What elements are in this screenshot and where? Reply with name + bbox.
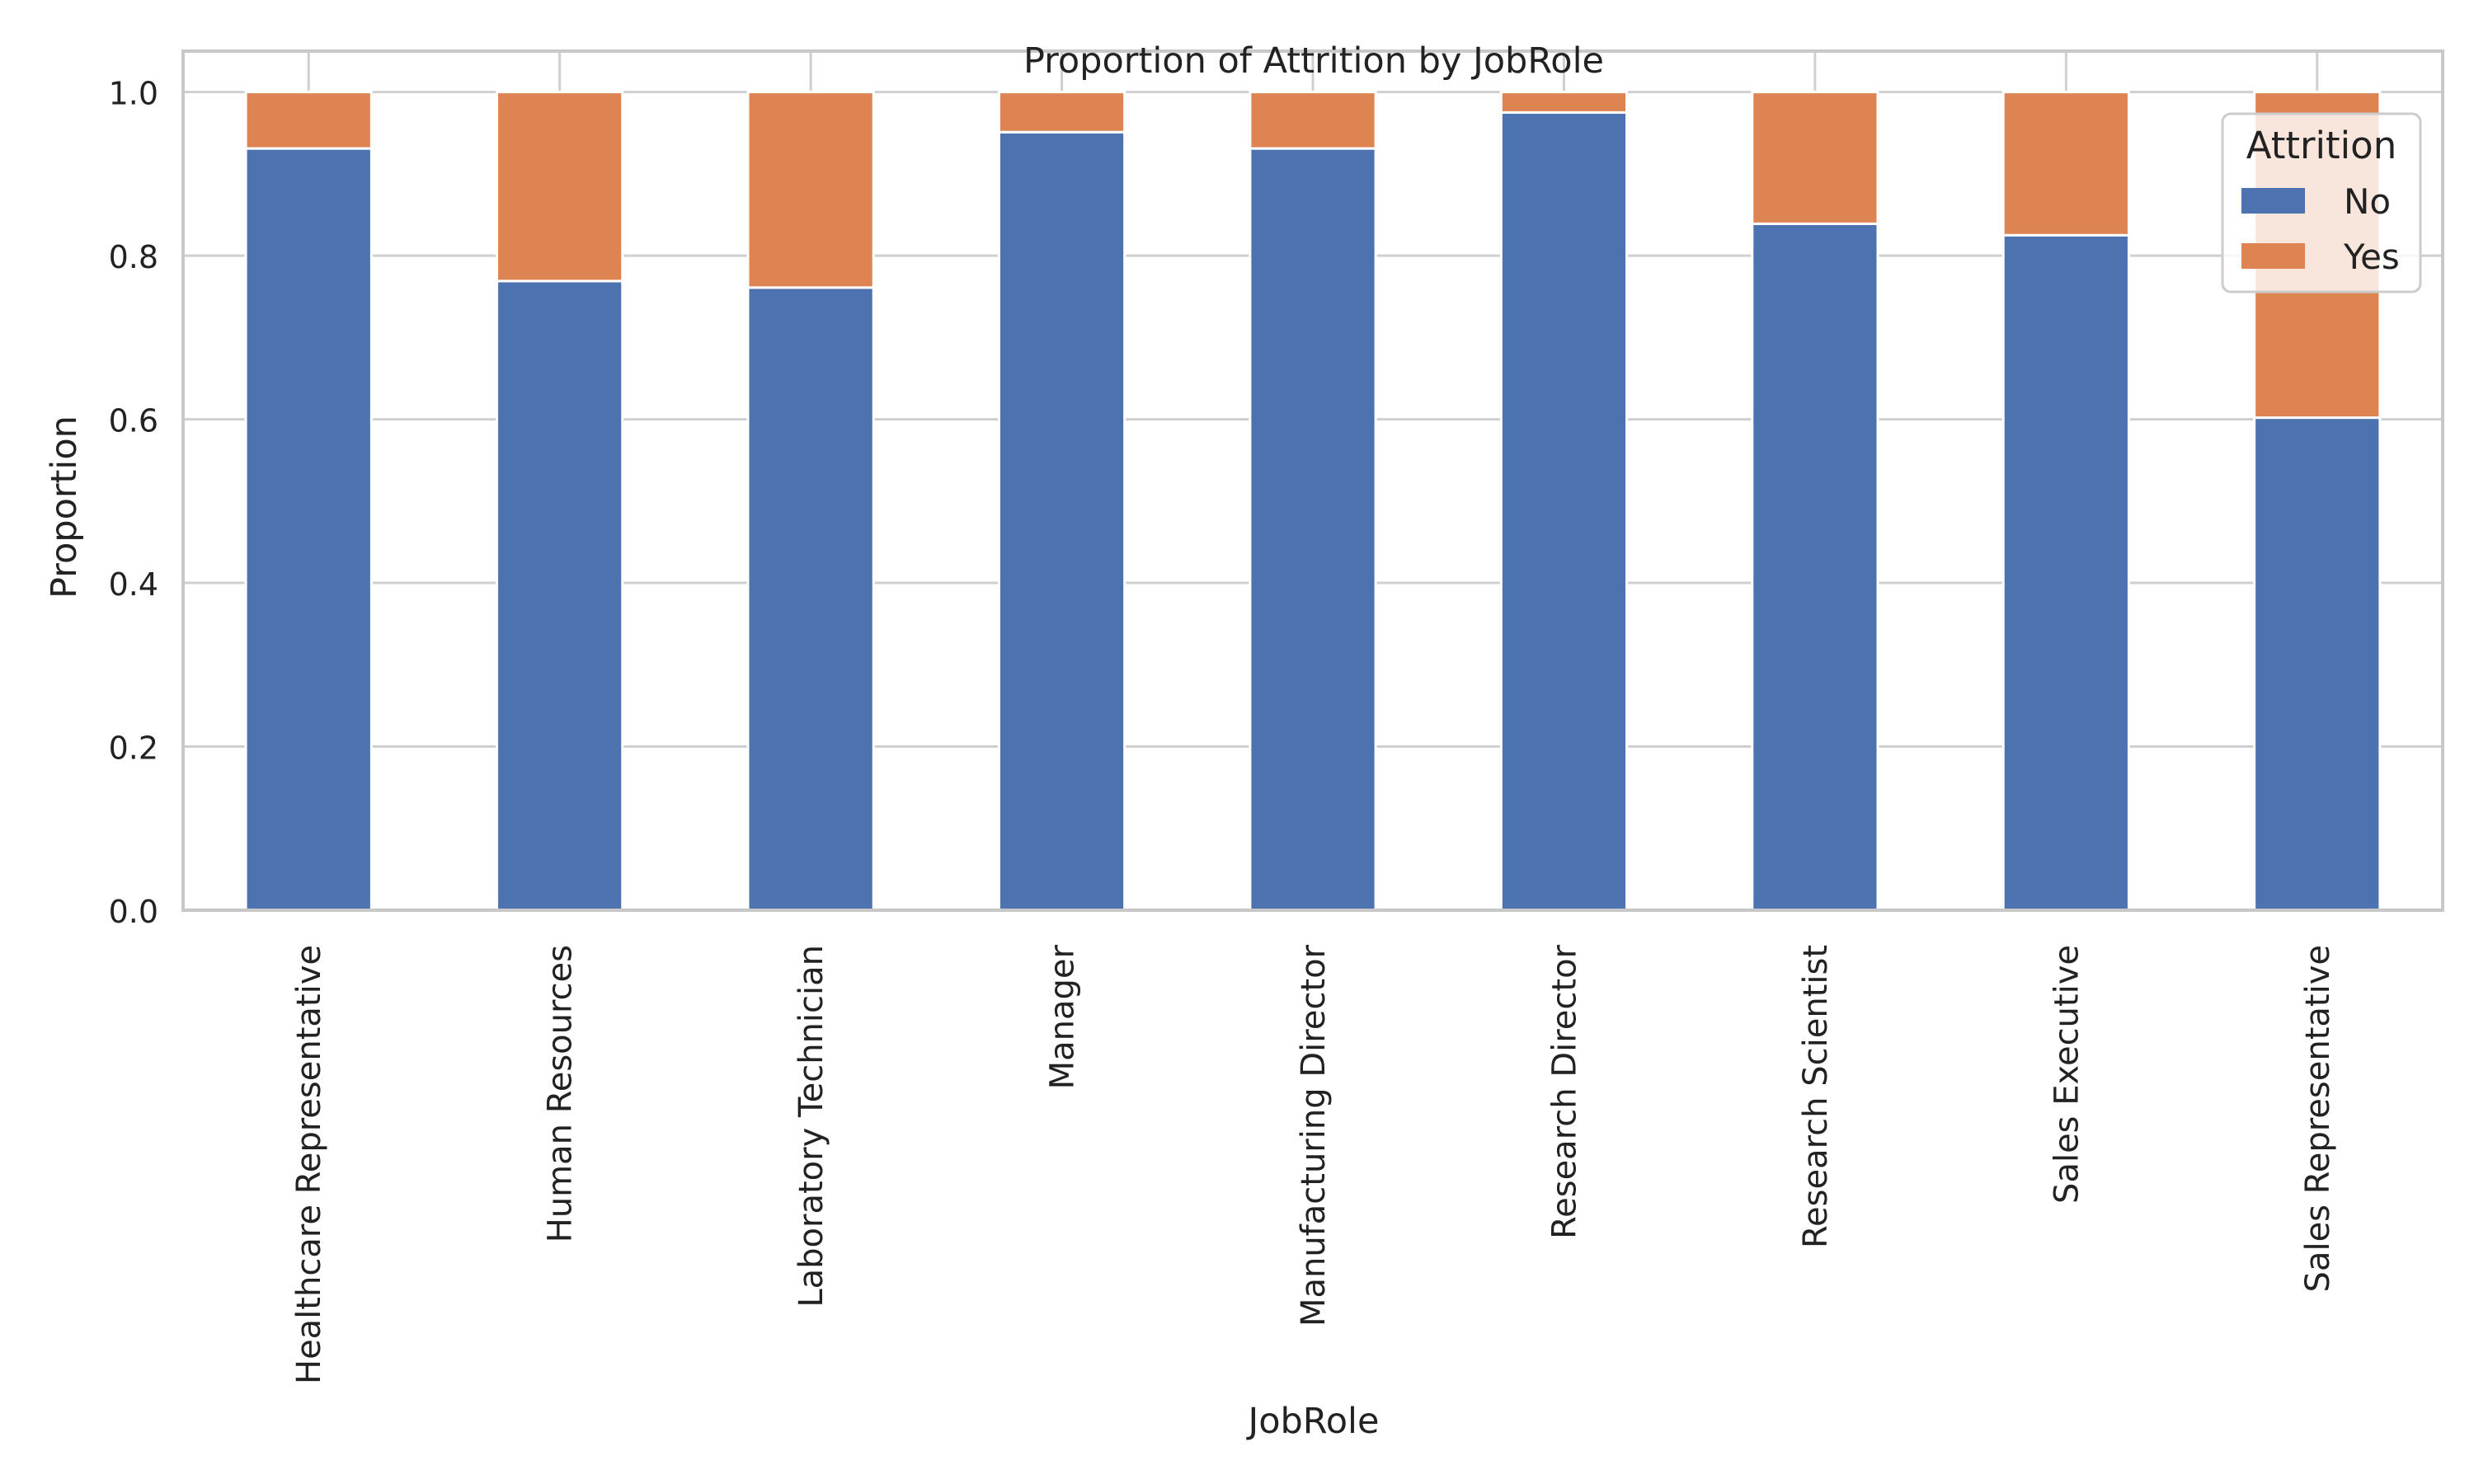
chart-title: Proportion of Attrition by JobRole — [1023, 40, 1604, 82]
bar-no-human-resources — [496, 279, 624, 912]
y-axis-label: Proportion — [44, 416, 85, 599]
x-tick-label: Sales Executive — [2048, 945, 2086, 1204]
legend: Attrition No Yes — [2221, 112, 2422, 294]
bars — [244, 91, 2382, 912]
bar-no-sales-executive — [2001, 233, 2130, 912]
legend-swatch-no — [2241, 188, 2305, 214]
legend-title: Attrition — [2246, 124, 2396, 167]
y-tick-label: 0.8 — [109, 239, 158, 275]
legend-label-yes: Yes — [2343, 237, 2400, 277]
x-axis-label: JobRole — [1246, 1401, 1380, 1442]
y-tick-label: 0.0 — [109, 894, 158, 930]
bar-no-sales-representative — [2253, 416, 2382, 912]
x-axis-ticks: Healthcare Representative Human Resources… — [290, 944, 2337, 1384]
bar-yes-healthcare-representative — [244, 91, 373, 150]
y-axis-ticks: 0.0 0.2 0.4 0.6 0.8 1.0 — [109, 76, 158, 930]
bar-no-laboratory-technician — [746, 286, 875, 912]
bar-no-research-director — [1499, 110, 1629, 912]
x-tick-label: Research Scientist — [1797, 945, 1835, 1248]
bar-yes-research-director — [1499, 91, 1629, 114]
x-tick-label: Manufacturing Director — [1295, 944, 1333, 1327]
bar-yes-laboratory-technician — [746, 91, 875, 289]
bar-yes-sales-executive — [2001, 91, 2130, 237]
x-tick-label: Research Director — [1545, 944, 1583, 1238]
bar-no-manager — [997, 130, 1126, 912]
y-tick-label: 0.2 — [109, 730, 158, 767]
legend-swatch-yes — [2241, 243, 2305, 269]
y-tick-label: 1.0 — [109, 76, 158, 112]
bar-no-research-scientist — [1751, 222, 1879, 912]
bar-yes-manufacturing-director — [1249, 91, 1377, 150]
y-tick-label: 0.6 — [109, 403, 158, 439]
bar-yes-research-scientist — [1751, 91, 1879, 225]
x-tick-label: Manager — [1044, 944, 1082, 1089]
bar-no-healthcare-representative — [244, 147, 373, 912]
bar-yes-manager — [997, 91, 1126, 134]
plot-frame — [181, 49, 2444, 912]
y-tick-label: 0.4 — [109, 566, 158, 603]
legend-label-no: No — [2344, 181, 2391, 222]
x-tick-label: Healthcare Representative — [290, 945, 328, 1384]
bar-no-manufacturing-director — [1249, 147, 1377, 912]
x-tick-label: Sales Representative — [2299, 945, 2337, 1292]
x-tick-label: Human Resources — [542, 945, 580, 1242]
x-tick-label: Laboratory Technician — [793, 945, 830, 1308]
bar-yes-human-resources — [496, 91, 624, 283]
legend-items: No Yes — [2241, 181, 2400, 277]
